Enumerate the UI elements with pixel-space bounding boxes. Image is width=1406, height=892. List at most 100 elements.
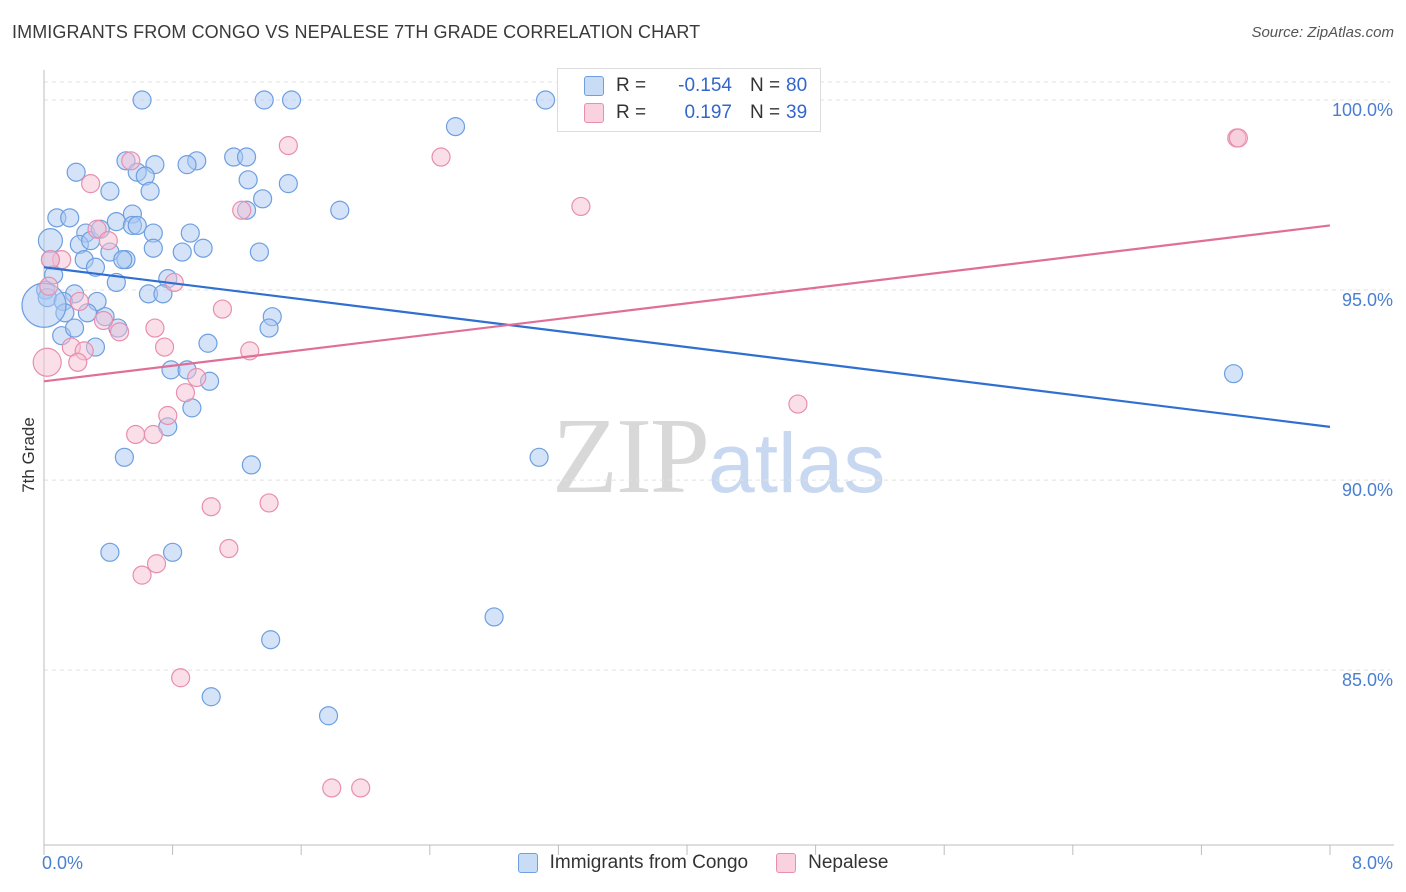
trend-lines — [43, 224, 1331, 428]
legend-r-value: 0.197 — [684, 102, 732, 123]
nepal-point — [1228, 128, 1248, 148]
y-tick-label: 100.0% — [1332, 100, 1393, 120]
congo-point — [180, 223, 200, 243]
congo-point — [106, 272, 126, 293]
nepal-point — [201, 497, 221, 517]
congo-point — [172, 242, 192, 262]
nepal-point — [158, 405, 178, 426]
congo-point — [153, 284, 173, 304]
nepal-point — [126, 424, 146, 445]
nepal-point — [351, 778, 371, 798]
congo-point — [318, 706, 339, 726]
nepal-point — [259, 493, 279, 513]
congo-point — [37, 228, 64, 254]
legend-n-value: 39 — [786, 102, 808, 123]
legend-item-congo: Immigrants from Congo — [517, 852, 749, 874]
legend-row-nepal: R = 0.197 N = 39 — [558, 100, 807, 126]
nepal-point — [322, 778, 342, 798]
congo-point — [281, 90, 302, 110]
congo-point — [238, 170, 258, 190]
congo-point — [163, 542, 183, 562]
congo-point — [254, 90, 274, 110]
nepal-point — [109, 322, 130, 342]
nepal-point — [87, 219, 107, 239]
nepal-point — [146, 554, 167, 574]
legend-r-label: R = — [616, 75, 647, 96]
nepal-point — [81, 174, 101, 194]
y-tick-label: 90.0% — [1342, 480, 1393, 500]
nepal-point — [571, 196, 591, 217]
x-tick-label-min: 0.0% — [42, 853, 83, 873]
congo-point — [330, 200, 350, 220]
legend-n-label: N = — [750, 75, 781, 96]
tick-labels: 85.0% 90.0% 95.0% 100.0% 0.0% 8.0% 7th Grade — [19, 100, 1393, 873]
congo-point — [484, 607, 504, 627]
legend-label-congo: Immigrants from Congo — [549, 852, 749, 873]
watermark: ZIPatlas — [552, 395, 885, 519]
congo-point — [1223, 364, 1244, 384]
source-credit: Source: ZipAtlas.com — [1251, 24, 1394, 41]
congo-point — [114, 447, 134, 467]
chart-title: IMMIGRANTS FROM CONGO VS NEPALESE 7TH GR… — [12, 22, 701, 42]
congo-point — [113, 250, 133, 270]
nepal-point — [232, 200, 252, 220]
nepal-point — [175, 383, 196, 403]
congo-point — [445, 117, 466, 137]
congo-point — [201, 687, 221, 707]
nepal-point — [143, 424, 163, 445]
watermark-zip: ZIP — [552, 397, 710, 516]
congo-point — [529, 447, 549, 467]
congo-point — [140, 181, 160, 201]
legend-row-congo: R = -0.154 N = 80 — [558, 73, 807, 99]
congo-point — [278, 174, 298, 194]
nepal-point — [212, 299, 233, 319]
series-nepal-points — [32, 128, 1248, 798]
nepal-point — [39, 276, 59, 296]
congo-point — [143, 238, 163, 258]
congo-point — [66, 162, 86, 182]
congo-point — [259, 318, 279, 338]
congo-trend-line — [43, 266, 1331, 428]
axes — [43, 70, 1394, 855]
congo-point — [241, 455, 261, 475]
nepal-point — [171, 668, 191, 688]
congo-point — [161, 360, 181, 380]
watermark-atlas: atlas — [708, 416, 886, 510]
congo-point — [132, 90, 152, 110]
legend-item-nepal: Nepalese — [776, 852, 888, 874]
nepal-point — [40, 250, 61, 270]
congo-point — [85, 257, 106, 277]
congo-point — [193, 238, 213, 258]
congo-point — [100, 542, 120, 562]
congo-point — [64, 318, 85, 338]
nepal-point — [132, 565, 152, 585]
nepal-point — [68, 352, 88, 372]
congo-point — [253, 189, 273, 209]
x-tick-label-max: 8.0% — [1352, 853, 1393, 873]
nepal-point — [93, 310, 114, 331]
legend-swatch-nepal — [776, 853, 797, 873]
nepal-point — [788, 394, 808, 414]
congo-point — [198, 333, 218, 353]
congo-point — [236, 147, 257, 167]
nepal-point — [154, 337, 175, 357]
congo-point — [100, 181, 120, 201]
series-congo-points — [21, 90, 1244, 726]
legend-n-label: N = — [750, 102, 781, 123]
nepal-trend-line — [43, 224, 1331, 383]
congo-point — [127, 215, 147, 236]
congo-point — [249, 242, 270, 262]
nepal-point — [98, 231, 118, 251]
congo-point — [106, 212, 126, 232]
congo-point — [60, 208, 80, 228]
y-axis-label: 7th Grade — [19, 417, 38, 493]
nepal-point — [145, 318, 165, 338]
legend-n-value: 80 — [786, 75, 808, 96]
legend-swatch-congo — [517, 853, 538, 873]
nepal-point — [219, 538, 239, 559]
nepal-point — [278, 136, 298, 156]
legend-r-value: -0.154 — [678, 75, 732, 96]
y-tick-label: 95.0% — [1342, 290, 1393, 310]
nepal-point — [32, 347, 62, 377]
